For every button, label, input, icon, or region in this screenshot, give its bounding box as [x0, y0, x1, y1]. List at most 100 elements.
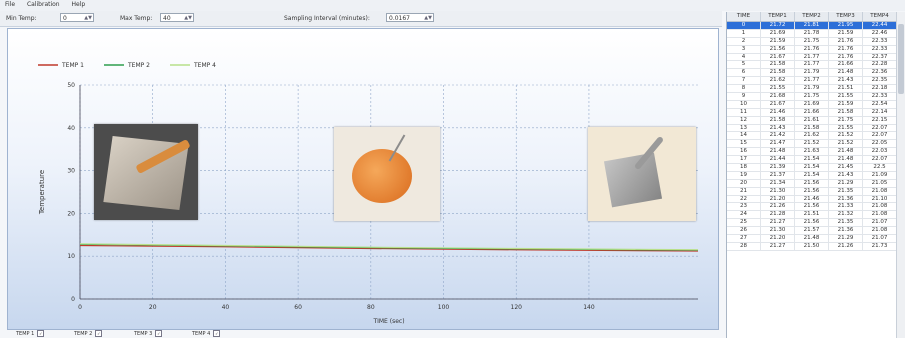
menu-file[interactable]: File [5, 1, 16, 8]
toggle-temp1[interactable]: TEMP 1 ✓ [16, 330, 45, 337]
menu-calibration[interactable]: Calibration [26, 1, 60, 8]
table-row[interactable]: 27 21.20 21.48 21.29 21.07 [727, 235, 905, 243]
table-cell: 21.58 [761, 61, 795, 69]
table-row[interactable]: 25 21.27 21.56 21.35 21.07 [727, 219, 905, 228]
table-row[interactable]: 4 21.67 21.77 21.76 22.37 [727, 53, 905, 62]
table-row[interactable]: 13 21.43 21.58 21.55 22.07 [727, 124, 905, 133]
x-tick-label: 120 [511, 304, 523, 311]
table-cell: 13 [727, 124, 761, 132]
table-cell: 22.33 [863, 45, 897, 53]
y-axis-label: Temperature [38, 170, 46, 215]
spinner-icon[interactable]: ▲▼ [424, 15, 432, 21]
table-cell: 21.81 [795, 22, 829, 29]
table-cell: 21.76 [829, 53, 863, 61]
table-row[interactable]: 12 21.58 21.61 21.75 22.15 [727, 116, 905, 125]
checkbox-icon[interactable]: ✓ [155, 330, 163, 337]
column-header-temp2[interactable]: TEMP2 [795, 12, 829, 21]
table-row[interactable]: 10 21.67 21.69 21.59 22.54 [727, 100, 905, 109]
table-cell: 21.33 [829, 203, 863, 211]
table-cell: 22.35 [863, 77, 897, 85]
sampling-interval-input[interactable]: 0.0167 ▲▼ [386, 13, 434, 22]
table-row[interactable]: 15 21.47 21.52 21.52 22.05 [727, 140, 905, 149]
table-row[interactable]: 9 21.68 21.75 21.55 22.33 [727, 93, 905, 101]
table-cell: 21.77 [795, 61, 829, 69]
sensor-photo-disc [334, 127, 440, 221]
table-cell: 20 [727, 179, 761, 187]
table-cell: 21.56 [795, 219, 829, 227]
x-tick-label: 100 [438, 304, 450, 311]
table-row[interactable]: 22 21.20 21.46 21.36 21.10 [727, 195, 905, 204]
table-row[interactable]: 21 21.30 21.56 21.35 21.08 [727, 187, 905, 196]
table-row[interactable]: 0 21.72 21.81 21.95 22.44 [727, 22, 905, 30]
table-row[interactable]: 24 21.28 21.51 21.32 21.08 [727, 211, 905, 220]
max-temp-label: Max Temp: [120, 15, 153, 22]
x-tick-label: 40 [222, 304, 230, 311]
spinner-icon[interactable]: ▲▼ [184, 15, 192, 21]
table-row[interactable]: 14 21.42 21.62 21.52 22.07 [727, 132, 905, 141]
table-cell: 21.55 [761, 85, 795, 93]
sampling-interval-value: 0.0167 [389, 15, 410, 22]
menu-help[interactable]: Help [71, 1, 86, 8]
table-cell: 22.07 [863, 156, 897, 164]
table-row[interactable]: 1 21.69 21.78 21.59 22.46 [727, 29, 905, 38]
menu-bar: File Calibration Help [0, 0, 905, 11]
column-header-temp4[interactable]: TEMP4 [863, 12, 897, 21]
checkbox-icon[interactable]: ✓ [95, 330, 103, 337]
table-cell: 21.46 [795, 195, 829, 203]
x-tick-label: 60 [294, 304, 302, 311]
table-cell: 5 [727, 61, 761, 69]
toggle-temp2[interactable]: TEMP 2 ✓ [74, 330, 103, 337]
table-cell: 22.05 [863, 140, 897, 148]
max-temp-input[interactable]: 40 ▲▼ [160, 13, 194, 22]
table-row[interactable]: 16 21.48 21.63 21.48 22.03 [727, 148, 905, 157]
table-row[interactable]: 8 21.55 21.79 21.51 22.18 [727, 85, 905, 94]
table-cell: 22.37 [863, 53, 897, 61]
toggle-label: TEMP 2 [74, 331, 93, 337]
temperature-chart: 0 10 20 30 40 50 0 20 40 60 80 100 120 140 TIME (sec) T… [7, 28, 719, 330]
toggle-temp3[interactable]: TEMP 3 ✓ [134, 330, 163, 337]
table-row[interactable]: 23 21.26 21.56 21.33 21.08 [727, 203, 905, 212]
table-row[interactable]: 28 21.27 21.50 21.26 21.73 [727, 242, 905, 251]
table-row[interactable]: 5 21.58 21.77 21.66 22.28 [727, 61, 905, 70]
scrollbar-thumb[interactable] [898, 24, 904, 94]
table-cell: 21.79 [795, 69, 829, 77]
table-row[interactable]: 7 21.62 21.77 21.43 22.35 [727, 77, 905, 86]
min-temp-input[interactable]: 0 ▲▼ [60, 13, 94, 22]
table-cell: 21.48 [761, 148, 795, 156]
checkbox-icon[interactable]: ✓ [37, 330, 45, 337]
table-cell: 14 [727, 132, 761, 140]
table-cell: 21.62 [795, 132, 829, 140]
table-cell: 22.46 [863, 29, 897, 37]
table-row[interactable]: 17 21.44 21.54 21.48 22.07 [727, 156, 905, 165]
table-cell: 27 [727, 235, 761, 242]
table-cell: 21.72 [761, 22, 795, 29]
table-cell: 21.58 [795, 124, 829, 132]
table-cell: 21.26 [761, 203, 795, 211]
table-cell: 16 [727, 148, 761, 156]
table-row[interactable]: 2 21.59 21.75 21.76 22.33 [727, 37, 905, 46]
table-row[interactable]: 3 21.56 21.76 21.76 22.33 [727, 45, 905, 54]
table-row[interactable]: 19 21.37 21.54 21.43 21.09 [727, 171, 905, 180]
checkbox-icon[interactable]: ✓ [213, 330, 221, 337]
table-cell: 21.77 [795, 53, 829, 61]
column-header-temp1[interactable]: TEMP1 [761, 12, 795, 21]
table-cell: 21.45 [829, 164, 863, 171]
table-row[interactable]: 26 21.30 21.57 21.36 21.08 [727, 227, 905, 236]
table-cell: 21.58 [829, 108, 863, 116]
table-row[interactable]: 6 21.58 21.79 21.48 22.36 [727, 69, 905, 78]
table-scrollbar[interactable] [896, 12, 905, 338]
table-cell: 25 [727, 219, 761, 227]
spinner-icon[interactable]: ▲▼ [84, 15, 92, 21]
table-cell: 22 [727, 195, 761, 203]
table-row[interactable]: 11 21.46 21.66 21.58 22.14 [727, 108, 905, 117]
column-header-time[interactable]: TIME [727, 12, 761, 21]
max-temp-value: 40 [163, 15, 171, 22]
table-row[interactable]: 18 21.39 21.54 21.45 22.5 [727, 164, 905, 172]
table-cell: 21.46 [761, 108, 795, 116]
table-cell: 22.03 [863, 148, 897, 156]
toggle-temp4[interactable]: TEMP 4 ✓ [192, 330, 221, 337]
table-cell: 15 [727, 140, 761, 148]
table-cell: 21.75 [795, 93, 829, 100]
table-row[interactable]: 20 21.34 21.56 21.29 21.05 [727, 179, 905, 188]
column-header-temp3[interactable]: TEMP3 [829, 12, 863, 21]
